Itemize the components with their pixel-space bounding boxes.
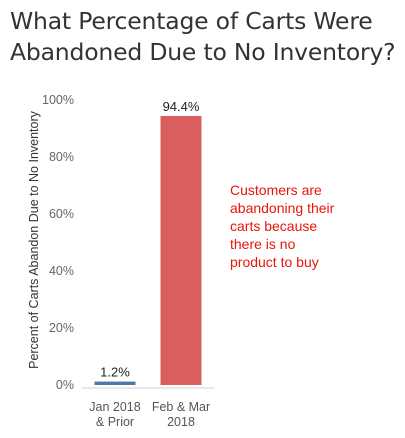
annotation-line-1: Customers are (230, 182, 322, 198)
y-axis-label: Percent of Carts Abandon Due to No Inven… (27, 110, 41, 369)
x-tick-label: & Prior (96, 415, 134, 429)
annotation: Customers are abandoning their carts bec… (230, 181, 400, 271)
bar-data-label: 94.4% (163, 99, 200, 114)
bar (94, 381, 136, 385)
annotation-line-4: there is no (230, 236, 296, 252)
y-tick-label: 80% (49, 150, 74, 164)
chart-title: What Percentage of Carts Were Abandoned … (10, 6, 402, 68)
chart-title-line-2: Abandoned Due to No Inventory? (10, 38, 396, 66)
bars: 1.2% 94.4% (94, 99, 202, 386)
chart-title-line-1: What Percentage of Carts Were (10, 7, 373, 35)
y-tick-label: 40% (49, 264, 74, 278)
y-tick-label: 0% (56, 378, 74, 392)
annotation-line-2: abandoning their (230, 200, 335, 216)
annotation-line-5: product to buy (230, 254, 319, 270)
bar (160, 115, 202, 386)
y-tick-label: 20% (49, 321, 74, 335)
y-tick-label: 100% (42, 93, 74, 107)
y-tick-label: 60% (49, 207, 74, 221)
y-axis: 0% 20% 40% 60% 80% 100% (42, 93, 74, 392)
annotation-line-3: carts because (230, 218, 318, 234)
x-tick-label: 2018 (167, 415, 195, 429)
x-tick-label: Feb & Mar (152, 400, 210, 414)
x-tick-label: Jan 2018 (89, 400, 140, 414)
bar-data-label: 1.2% (100, 365, 130, 380)
